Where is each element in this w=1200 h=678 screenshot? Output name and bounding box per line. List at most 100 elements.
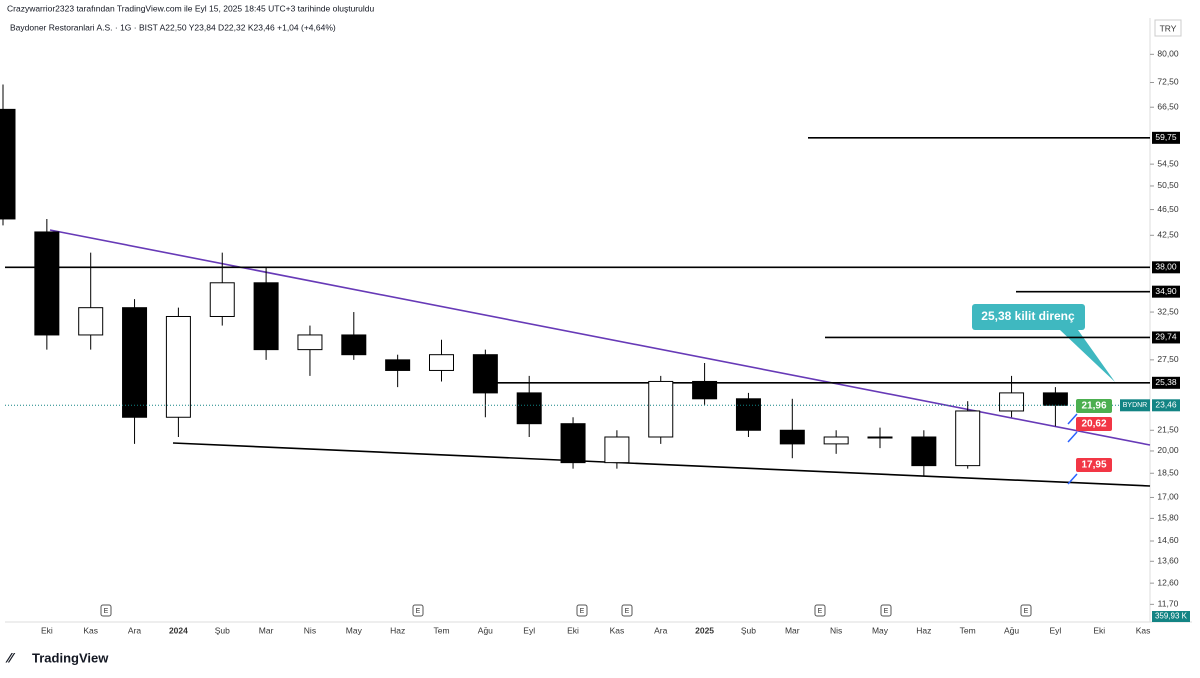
last-price-label: 23,46 bbox=[1155, 400, 1177, 410]
earnings-box bbox=[412, 604, 424, 617]
candle-body bbox=[735, 398, 761, 431]
earnings-box bbox=[621, 604, 633, 617]
x-tick-label: May bbox=[872, 625, 889, 635]
chart-title: Crazywarrior2323 tarafından TradingView.… bbox=[7, 3, 374, 13]
x-tick-label: Haz bbox=[390, 625, 405, 635]
level-label: 29,74 bbox=[1155, 332, 1177, 342]
x-tick-label: Haz bbox=[916, 625, 931, 635]
earnings-marker: E bbox=[416, 608, 421, 615]
x-tick-label: Mar bbox=[259, 625, 274, 635]
candle-body bbox=[385, 359, 411, 371]
candle-body bbox=[209, 282, 235, 317]
y-tick-label: 15,80 bbox=[1157, 513, 1179, 523]
watermark: ⁄⁄ TradingView bbox=[5, 650, 109, 666]
candle-body bbox=[779, 429, 805, 445]
price-label-box bbox=[1076, 399, 1112, 413]
price-label-box bbox=[1076, 417, 1112, 431]
y-tick-label: 21,50 bbox=[1157, 425, 1179, 435]
candle-body bbox=[867, 436, 893, 439]
price-label: 21,96 bbox=[1081, 401, 1106, 412]
x-tick-label: May bbox=[346, 625, 363, 635]
level-label-box bbox=[1152, 331, 1180, 344]
symbol-tag bbox=[1120, 399, 1150, 412]
x-tick-label: Nis bbox=[304, 625, 316, 635]
candle-body bbox=[604, 436, 630, 464]
candle-body bbox=[955, 410, 981, 467]
candle-body bbox=[429, 354, 454, 371]
y-tick-label: 17,00 bbox=[1157, 492, 1179, 502]
x-tick-label: Ara bbox=[128, 625, 142, 635]
level-label: 59,75 bbox=[1155, 132, 1177, 142]
y-tick-label: 18,50 bbox=[1157, 468, 1179, 478]
candle-body bbox=[34, 231, 60, 336]
price-label: 20,62 bbox=[1081, 419, 1106, 430]
earnings-marker: E bbox=[625, 608, 630, 615]
y-tick-label: 42,50 bbox=[1157, 230, 1179, 240]
y-tick-label: 13,60 bbox=[1157, 556, 1179, 566]
candle-body bbox=[341, 334, 367, 356]
price-label: 17,95 bbox=[1081, 460, 1106, 471]
earnings-box bbox=[100, 604, 112, 617]
callout-box bbox=[972, 304, 1085, 330]
last-price-box bbox=[1152, 399, 1180, 412]
y-tick-label: 50,50 bbox=[1157, 180, 1179, 190]
price-label-box bbox=[1076, 458, 1112, 472]
candle-body bbox=[911, 436, 937, 467]
candle-body bbox=[165, 315, 191, 418]
x-tick-label: Nis bbox=[830, 625, 842, 635]
level-label-box bbox=[1152, 261, 1180, 274]
currency: TRY bbox=[1160, 23, 1177, 33]
x-tick-label: Eyl bbox=[523, 625, 535, 635]
callout-pointer bbox=[1060, 330, 1115, 382]
candle-body bbox=[122, 307, 148, 418]
candle-body bbox=[823, 436, 849, 445]
x-tick-label: Tem bbox=[960, 625, 976, 635]
candle-body bbox=[472, 354, 498, 394]
y-tick-label: 14,60 bbox=[1157, 535, 1179, 545]
candle-body bbox=[1042, 392, 1068, 406]
y-tick-label: 20,00 bbox=[1157, 445, 1179, 455]
x-tick-label: Kas bbox=[1136, 625, 1151, 635]
upper-trendline bbox=[49, 229, 1151, 446]
earnings-marker: E bbox=[1024, 608, 1029, 615]
lower-trendline bbox=[172, 442, 1151, 487]
x-tick-label: Eki bbox=[41, 625, 53, 635]
level-label: 34,90 bbox=[1155, 286, 1177, 296]
level-label-box bbox=[1152, 376, 1180, 389]
x-tick-label: 2024 bbox=[169, 625, 188, 635]
arrow bbox=[1067, 413, 1078, 425]
candle-body bbox=[253, 282, 279, 351]
candle-body bbox=[0, 108, 16, 220]
earnings-box bbox=[814, 604, 826, 617]
earnings-box bbox=[880, 604, 892, 617]
y-tick-label: 46,50 bbox=[1157, 204, 1179, 214]
x-tick-label: Kas bbox=[610, 625, 625, 635]
y-tick-label: 72,50 bbox=[1157, 77, 1179, 87]
level-label: 25,38 bbox=[1155, 377, 1177, 387]
earnings-box bbox=[576, 604, 588, 617]
candle-body bbox=[648, 380, 674, 438]
earnings-marker: E bbox=[818, 608, 823, 615]
x-tick-label: Eyl bbox=[1049, 625, 1061, 635]
earnings-marker: E bbox=[884, 608, 889, 615]
x-tick-label: Mar bbox=[785, 625, 800, 635]
symbol-name: BYDNR bbox=[1123, 402, 1148, 409]
x-tick-label: Ara bbox=[654, 625, 668, 635]
y-tick-label: 12,60 bbox=[1157, 577, 1179, 587]
arrow bbox=[1067, 431, 1078, 443]
earnings-marker: E bbox=[580, 608, 585, 615]
logo-text: TradingView bbox=[32, 650, 109, 665]
y-tick-label: 80,00 bbox=[1157, 49, 1179, 59]
currency-box bbox=[1154, 19, 1182, 37]
level-label-box bbox=[1152, 285, 1180, 298]
candle-body bbox=[78, 307, 104, 336]
x-tick-label: Eki bbox=[1093, 625, 1105, 635]
candle-body bbox=[560, 423, 586, 464]
level-label-box bbox=[1152, 131, 1180, 144]
candle-body bbox=[516, 392, 542, 425]
earnings-box bbox=[1020, 604, 1032, 617]
level-label: 38,00 bbox=[1155, 262, 1177, 272]
x-tick-label: Kas bbox=[83, 625, 98, 635]
